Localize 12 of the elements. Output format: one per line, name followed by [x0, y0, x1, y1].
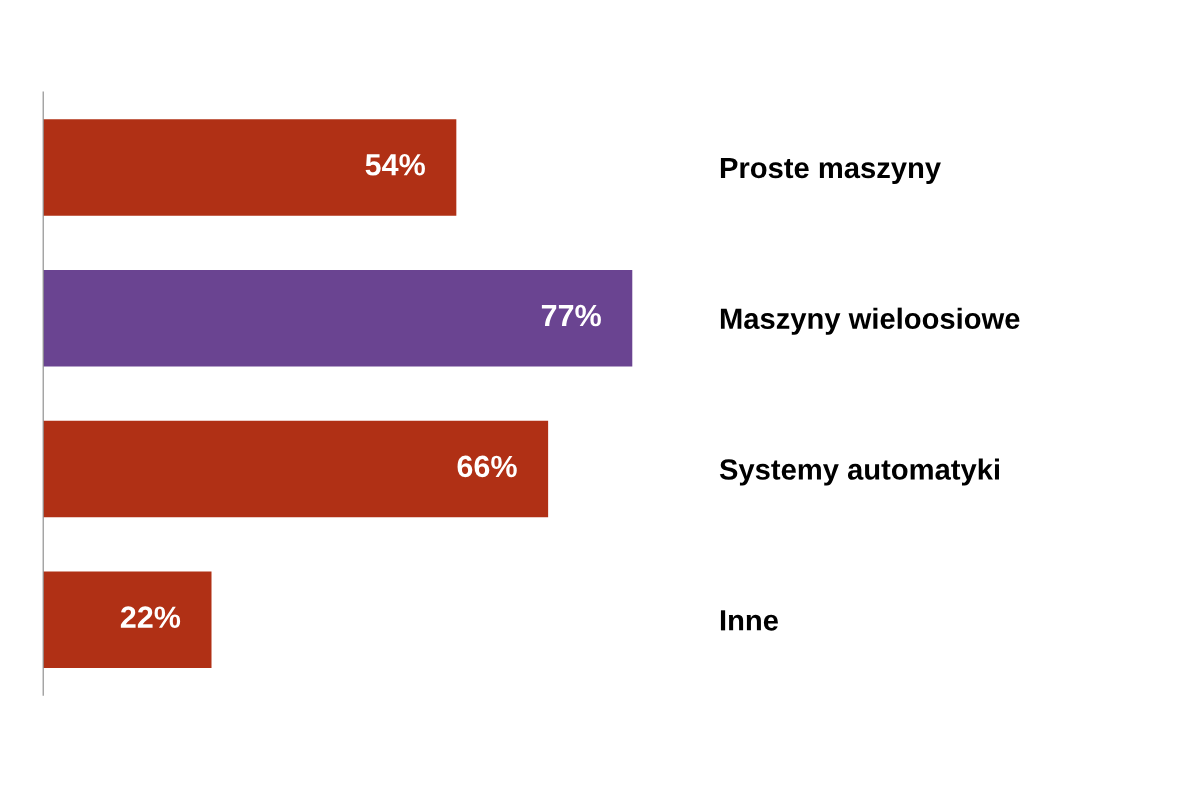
data-label: 66%	[457, 455, 517, 478]
y-tick-label: Maszyny wieloosiowe	[720, 307, 1020, 335]
y-tick-label: Inne	[720, 610, 778, 631]
bar	[43, 119, 457, 216]
data-label: 54%	[365, 154, 425, 176]
data-label: 77%	[541, 304, 601, 327]
bar	[43, 420, 549, 518]
data-label: 22%	[120, 606, 181, 628]
bar	[43, 269, 633, 367]
y-tick-label: Systemy automatyki	[719, 458, 999, 486]
y-tick-label: Proste maszyny	[720, 157, 941, 185]
bar	[43, 571, 212, 669]
